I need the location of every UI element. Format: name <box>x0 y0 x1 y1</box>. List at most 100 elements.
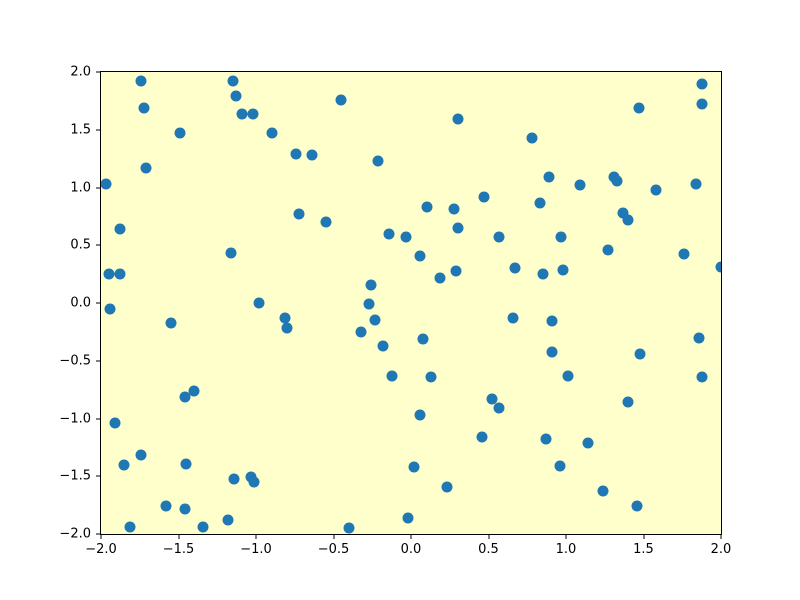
data-point <box>103 268 115 280</box>
data-point <box>140 162 152 174</box>
data-point <box>266 127 277 139</box>
x-tick-label: −1.0 <box>240 542 272 557</box>
data-point <box>124 521 136 533</box>
data-point <box>509 262 521 274</box>
data-point <box>377 340 389 352</box>
data-point <box>441 481 453 493</box>
data-point <box>562 370 574 382</box>
y-tick-label: −2.0 <box>59 526 91 542</box>
data-point <box>222 514 234 526</box>
x-tick-label: 0.0 <box>400 542 422 557</box>
data-point <box>372 155 384 167</box>
data-point <box>306 149 318 161</box>
data-point <box>109 417 121 429</box>
data-point <box>546 315 558 327</box>
x-tick-mark <box>410 535 412 539</box>
y-tick-label: 1.0 <box>70 180 91 195</box>
data-point <box>622 396 634 408</box>
data-point <box>230 90 242 102</box>
data-point <box>225 247 237 259</box>
y-tick-label: 1.5 <box>70 122 91 138</box>
data-point <box>417 333 429 345</box>
data-point <box>650 184 662 196</box>
y-tick-mark <box>96 475 100 477</box>
data-point <box>582 437 594 449</box>
y-tick-label: −1.5 <box>59 468 91 484</box>
data-point <box>180 458 192 470</box>
data-point <box>247 108 259 120</box>
x-tick-label: 1.0 <box>555 542 577 557</box>
y-tick-label: −1.0 <box>59 411 91 426</box>
y-tick-mark <box>96 418 100 419</box>
data-point <box>114 223 126 235</box>
x-tick-mark <box>100 535 102 539</box>
data-point <box>174 127 186 139</box>
x-tick-mark <box>488 535 489 539</box>
y-tick-label: 0.0 <box>70 295 91 311</box>
data-point <box>478 191 490 203</box>
data-point <box>554 460 566 472</box>
y-tick-mark <box>96 302 100 304</box>
data-point <box>400 231 412 243</box>
x-tick-mark <box>720 535 722 539</box>
x-tick-label: −0.5 <box>317 542 350 557</box>
data-point <box>253 297 265 309</box>
data-point <box>402 512 414 524</box>
data-point <box>104 303 116 315</box>
data-point <box>543 171 555 183</box>
data-point <box>179 391 191 403</box>
x-tick-mark <box>565 535 567 539</box>
data-point <box>611 175 623 187</box>
data-point <box>486 393 498 405</box>
x-tick-label: 0.5 <box>478 542 499 557</box>
data-point <box>179 503 191 515</box>
data-point <box>693 332 705 344</box>
y-tick-mark <box>96 129 100 131</box>
data-point <box>227 75 239 87</box>
data-point <box>537 268 549 280</box>
y-tick-label: 0.5 <box>70 237 91 253</box>
data-point <box>414 409 426 421</box>
y-tick-mark <box>96 533 100 535</box>
data-point <box>118 459 130 471</box>
data-point <box>534 197 546 208</box>
data-point <box>281 322 293 334</box>
data-point <box>546 346 558 357</box>
data-point <box>160 500 172 512</box>
data-point <box>507 312 519 324</box>
x-tick-mark <box>255 535 257 539</box>
data-point <box>320 216 332 228</box>
data-point <box>421 201 432 213</box>
data-point <box>114 268 126 280</box>
data-point <box>279 312 291 324</box>
data-point <box>526 132 538 144</box>
data-point <box>335 94 347 106</box>
data-point <box>617 207 629 219</box>
data-point <box>188 385 200 397</box>
data-point <box>557 264 569 275</box>
data-point <box>165 317 177 329</box>
data-point <box>634 348 646 360</box>
data-point <box>414 250 426 262</box>
x-tick-mark <box>178 535 179 539</box>
data-point <box>452 222 463 234</box>
x-tick-label: −1.5 <box>162 542 195 557</box>
data-point <box>696 371 708 383</box>
data-point <box>678 248 690 260</box>
x-tick-mark <box>333 535 334 539</box>
data-point <box>434 272 446 284</box>
y-tick-mark <box>96 244 100 246</box>
data-point <box>228 473 240 485</box>
data-point <box>363 298 375 310</box>
data-point <box>555 231 567 243</box>
data-point <box>138 102 150 114</box>
y-tick-mark <box>96 187 100 188</box>
data-point <box>452 113 463 125</box>
data-point <box>355 326 367 338</box>
y-tick-mark <box>96 71 100 73</box>
data-point <box>574 179 586 191</box>
data-point <box>248 476 260 488</box>
data-point <box>408 461 420 473</box>
data-point <box>343 522 355 534</box>
